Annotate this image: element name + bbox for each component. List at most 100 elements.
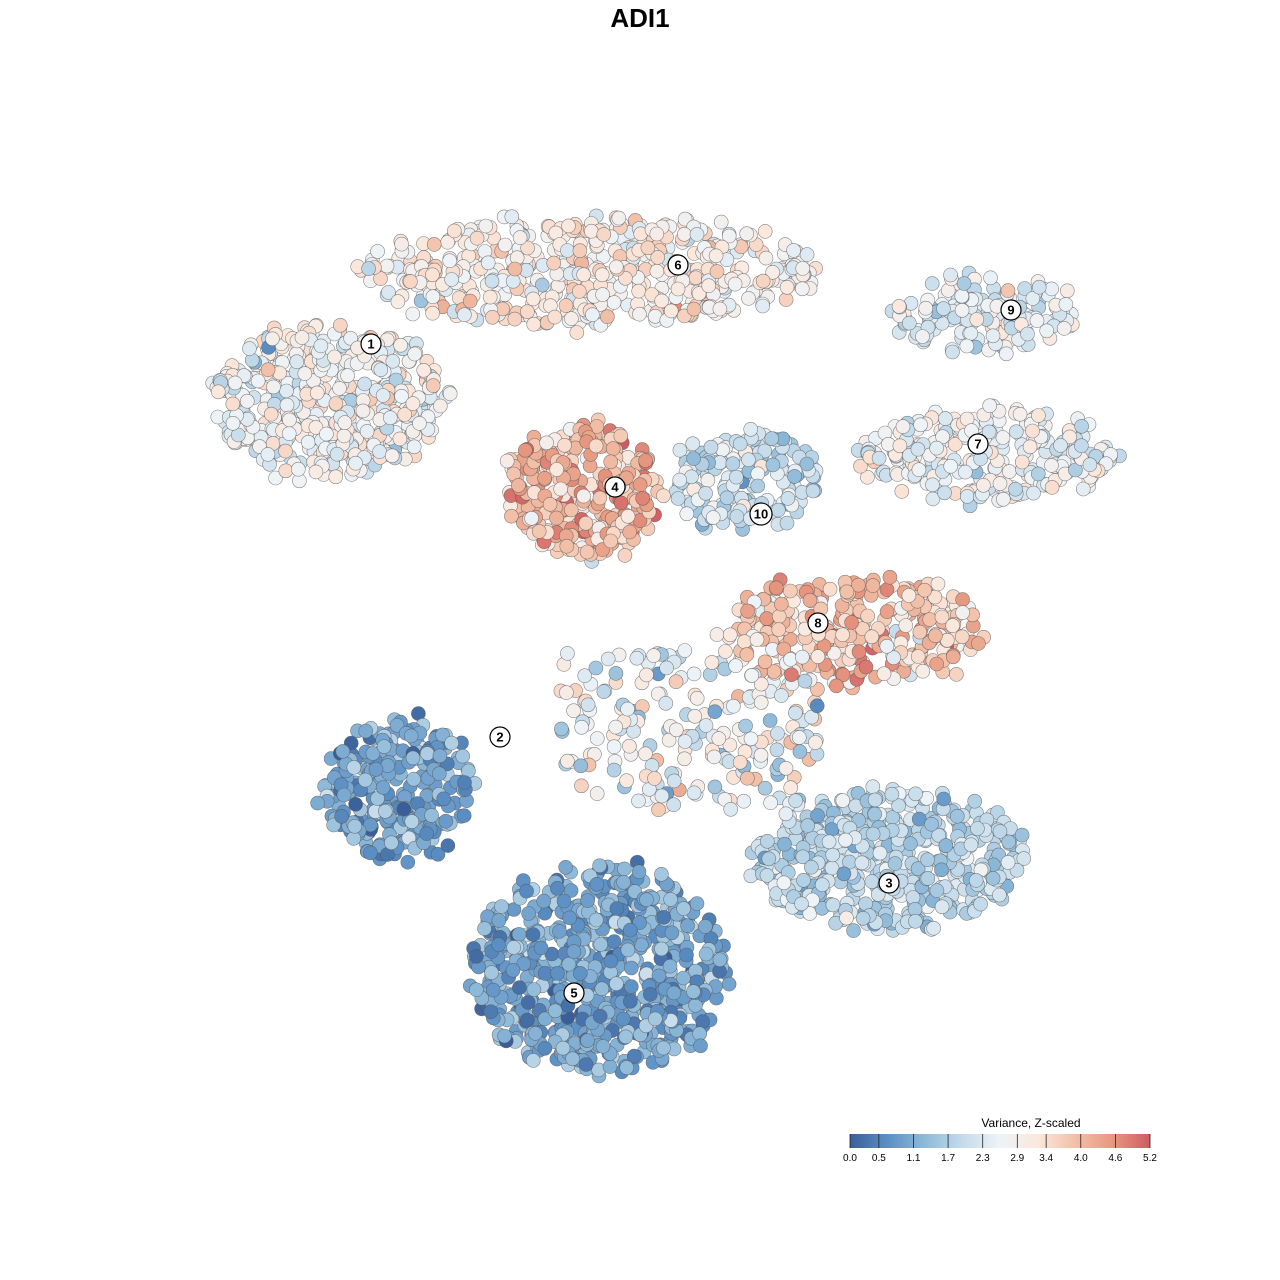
cell-point: [740, 770, 755, 786]
cell-point: [357, 772, 373, 788]
cell-point: [938, 411, 953, 426]
cell-point: [580, 697, 596, 713]
cell-point: [363, 817, 378, 833]
cell-point: [957, 464, 973, 480]
cell-point: [250, 373, 266, 389]
cell-point: [603, 454, 619, 470]
cell-point: [308, 464, 324, 480]
cell-point: [882, 569, 898, 585]
cell-point: [462, 293, 478, 309]
cell-point: [973, 896, 988, 912]
cell-point: [635, 490, 650, 506]
cell-point: [677, 751, 692, 767]
cell-point: [552, 924, 567, 939]
cell-point: [506, 940, 522, 955]
cell-point: [686, 666, 702, 682]
legend-tick-label: 4.6: [1108, 1153, 1122, 1164]
cell-point: [891, 299, 907, 314]
cell-point: [651, 802, 666, 818]
cell-point: [281, 426, 297, 441]
cell-point: [732, 436, 748, 452]
cell-point: [525, 927, 541, 942]
cell-point: [654, 788, 670, 804]
cell-point: [864, 874, 880, 889]
cell-point: [910, 649, 926, 664]
cell-point: [557, 437, 572, 453]
cell-point: [336, 428, 352, 444]
cell-point: [542, 496, 558, 512]
cell-point: [446, 223, 462, 239]
cell-point: [777, 836, 792, 852]
cell-point: [844, 615, 859, 630]
cell-point: [390, 294, 406, 309]
cell-point: [642, 987, 658, 1002]
cell-point: [666, 773, 682, 789]
cell-point: [1000, 855, 1016, 870]
cell-point: [560, 753, 575, 769]
cell-point: [708, 248, 724, 264]
cell-point: [332, 381, 347, 396]
cell-point: [539, 435, 554, 451]
cell-point: [268, 470, 283, 486]
cluster-label-text: 7: [974, 437, 981, 452]
legend-tick-label: 3.4: [1039, 1153, 1053, 1164]
cell-point: [491, 937, 506, 953]
cell-point: [528, 1026, 543, 1041]
cell-point: [688, 270, 704, 286]
cell-point: [719, 490, 735, 506]
cell-point: [512, 980, 527, 995]
cell-point: [282, 412, 297, 428]
cell-point: [442, 253, 458, 269]
cell-point: [620, 942, 636, 958]
cell-point: [444, 735, 459, 751]
cell-point: [934, 862, 949, 878]
cell-point: [686, 301, 702, 317]
legend-tick-label: 0.0: [843, 1153, 857, 1164]
cell-point: [864, 629, 880, 645]
cell-point: [774, 688, 789, 703]
cell-point: [577, 668, 593, 684]
cell-point: [955, 605, 970, 620]
cell-point: [392, 431, 408, 447]
cell-point: [583, 223, 599, 239]
cell-point: [573, 758, 589, 774]
cell-point: [469, 948, 484, 964]
cell-point: [799, 456, 815, 472]
cell-point: [594, 267, 610, 283]
cell-point: [680, 918, 695, 934]
cell-point: [925, 477, 940, 493]
cell-point: [727, 276, 743, 292]
cell-point: [403, 274, 418, 289]
cell-point: [762, 713, 778, 728]
cell-point: [794, 896, 809, 912]
cell-point: [569, 325, 585, 340]
cell-point: [725, 456, 741, 472]
cell-point: [436, 791, 452, 807]
cell-point: [737, 634, 752, 650]
cell-point: [1074, 438, 1089, 454]
cluster-label-text: 4: [611, 480, 619, 495]
cell-point: [947, 437, 963, 452]
cell-point: [560, 646, 575, 661]
cell-point: [938, 838, 954, 853]
cell-point: [547, 1003, 563, 1019]
cell-point: [753, 747, 769, 763]
cell-point: [455, 748, 471, 764]
cell-point: [640, 240, 656, 256]
cell-point: [559, 685, 574, 700]
cell-point: [723, 801, 739, 817]
cell-point: [884, 786, 900, 802]
cell-point: [707, 704, 723, 720]
cell-point: [654, 941, 669, 957]
cell-point: [765, 457, 781, 473]
cell-point: [759, 833, 775, 849]
cell-point: [876, 666, 892, 682]
cell-point: [260, 362, 276, 378]
cell-point: [511, 927, 527, 942]
cell-point: [1056, 321, 1072, 336]
cell-point: [910, 861, 926, 877]
cell-point: [666, 797, 682, 813]
cell-point: [355, 403, 371, 419]
cell-point: [668, 674, 684, 690]
